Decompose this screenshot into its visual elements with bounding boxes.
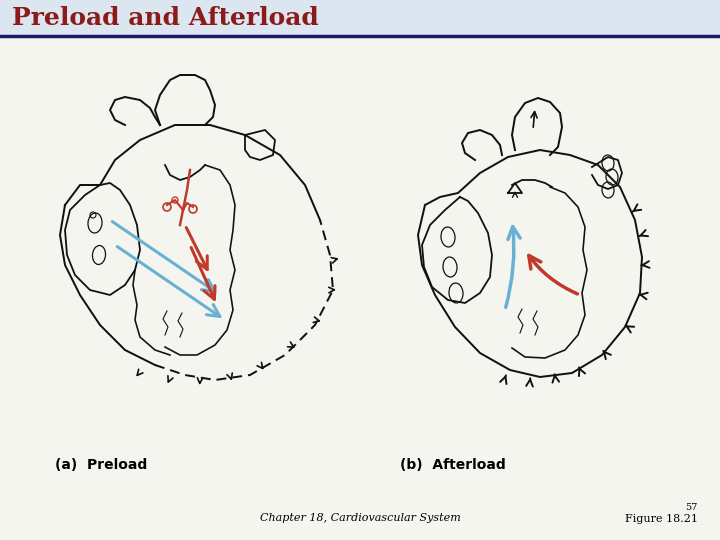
Text: 57: 57: [685, 503, 698, 512]
Text: Figure 18.21: Figure 18.21: [625, 514, 698, 524]
Text: (a)  Preload: (a) Preload: [55, 458, 148, 472]
Text: Chapter 18, Cardiovascular System: Chapter 18, Cardiovascular System: [260, 513, 460, 523]
Text: Preload and Afterload: Preload and Afterload: [12, 6, 319, 30]
FancyBboxPatch shape: [0, 0, 720, 35]
Text: (b)  Afterload: (b) Afterload: [400, 458, 505, 472]
